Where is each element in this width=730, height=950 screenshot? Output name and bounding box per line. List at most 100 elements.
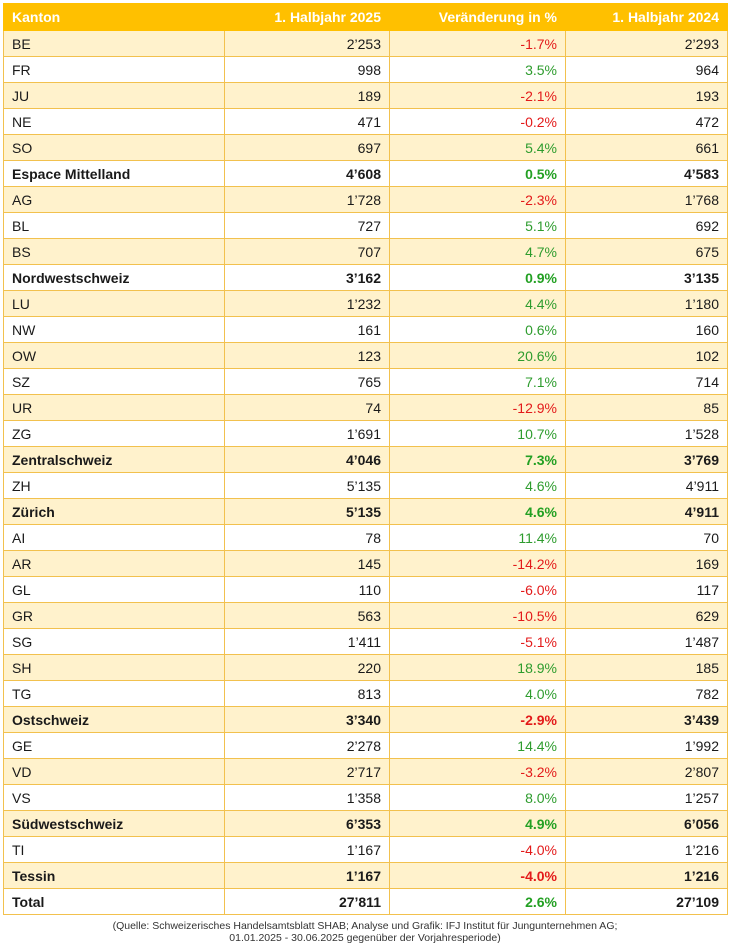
- header-kanton[interactable]: Kanton: [3, 3, 225, 31]
- cell-h1-2025: 1’691: [224, 420, 390, 447]
- cell-h1-2024: 1’528: [565, 420, 728, 447]
- cell-change-percent: 3.5%: [389, 56, 566, 83]
- cell-h1-2024: 3’769: [565, 446, 728, 473]
- cell-h1-2025: 74: [224, 394, 390, 421]
- cell-kanton: JU: [3, 82, 225, 109]
- header-change-percent[interactable]: Veränderung in %: [389, 3, 566, 31]
- cell-h1-2025: 2’717: [224, 758, 390, 785]
- cell-kanton: AG: [3, 186, 225, 213]
- cell-h1-2024: 1’180: [565, 290, 728, 317]
- cell-h1-2025: 123: [224, 342, 390, 369]
- cell-change-percent: 4.0%: [389, 680, 566, 707]
- cell-h1-2025: 1’411: [224, 628, 390, 655]
- cell-kanton: Espace Mittelland: [3, 160, 225, 187]
- cell-change-percent: -10.5%: [389, 602, 566, 629]
- cell-h1-2025: 1’728: [224, 186, 390, 213]
- table-row: AR 145 -14.2% 169: [3, 550, 728, 577]
- cell-change-percent: -14.2%: [389, 550, 566, 577]
- cell-change-percent: -5.1%: [389, 628, 566, 655]
- table-row-region: Zentralschweiz 4’046 7.3% 3’769: [3, 446, 728, 473]
- cell-change-percent: -6.0%: [389, 576, 566, 603]
- cell-h1-2025: 471: [224, 108, 390, 135]
- cell-kanton: VD: [3, 758, 225, 785]
- header-h1-2024[interactable]: 1. Halbjahr 2024: [565, 3, 728, 31]
- header-h1-2025[interactable]: 1. Halbjahr 2025: [224, 3, 390, 31]
- cell-h1-2024: 4’911: [565, 498, 728, 525]
- cell-change-percent: 7.3%: [389, 446, 566, 473]
- cell-h1-2025: 4’046: [224, 446, 390, 473]
- cell-change-percent: -3.2%: [389, 758, 566, 785]
- cell-kanton: Zentralschweiz: [3, 446, 225, 473]
- cell-kanton: FR: [3, 56, 225, 83]
- statistics-table-container: Kanton 1. Halbjahr 2025 Veränderung in %…: [3, 3, 728, 915]
- cell-change-percent: -2.1%: [389, 82, 566, 109]
- cell-h1-2024: 1’216: [565, 862, 728, 889]
- cell-h1-2024: 964: [565, 56, 728, 83]
- cell-change-percent: 18.9%: [389, 654, 566, 681]
- cell-kanton: BS: [3, 238, 225, 265]
- cell-h1-2024: 27’109: [565, 888, 728, 915]
- cell-change-percent: 4.6%: [389, 498, 566, 525]
- table-row: FR 998 3.5% 964: [3, 56, 728, 83]
- cell-h1-2025: 110: [224, 576, 390, 603]
- table-row: GL 110 -6.0% 117: [3, 576, 728, 603]
- canton-statistics-table: Kanton 1. Halbjahr 2025 Veränderung in %…: [3, 3, 728, 915]
- cell-kanton: TG: [3, 680, 225, 707]
- table-row-region: Ostschweiz 3’340 -2.9% 3’439: [3, 706, 728, 733]
- cell-h1-2024: 160: [565, 316, 728, 343]
- cell-h1-2024: 4’583: [565, 160, 728, 187]
- cell-h1-2025: 161: [224, 316, 390, 343]
- cell-h1-2025: 220: [224, 654, 390, 681]
- cell-h1-2024: 4’911: [565, 472, 728, 499]
- table-row: NW 161 0.6% 160: [3, 316, 728, 343]
- cell-kanton: NE: [3, 108, 225, 135]
- cell-kanton: Ostschweiz: [3, 706, 225, 733]
- cell-kanton: BL: [3, 212, 225, 239]
- cell-h1-2024: 193: [565, 82, 728, 109]
- table-row-region: Südwestschweiz 6’353 4.9% 6’056: [3, 810, 728, 837]
- table-row: ZH 5’135 4.6% 4’911: [3, 472, 728, 499]
- cell-kanton: Total: [3, 888, 225, 915]
- table-body: BE 2’253 -1.7% 2’293 FR 998 3.5% 964 JU 189 -2.1% 1…: [3, 30, 728, 915]
- cell-h1-2024: 675: [565, 238, 728, 265]
- cell-h1-2025: 4’608: [224, 160, 390, 187]
- table-row: ZG 1’691 10.7% 1’528: [3, 420, 728, 447]
- table-row-region: Zürich 5’135 4.6% 4’911: [3, 498, 728, 525]
- cell-h1-2024: 1’216: [565, 836, 728, 863]
- table-row: SO 697 5.4% 661: [3, 134, 728, 161]
- cell-change-percent: 11.4%: [389, 524, 566, 551]
- cell-h1-2024: 1’768: [565, 186, 728, 213]
- cell-h1-2024: 102: [565, 342, 728, 369]
- cell-h1-2024: 714: [565, 368, 728, 395]
- cell-change-percent: 10.7%: [389, 420, 566, 447]
- cell-change-percent: 4.4%: [389, 290, 566, 317]
- cell-change-percent: -12.9%: [389, 394, 566, 421]
- cell-kanton: Tessin: [3, 862, 225, 889]
- cell-kanton: GE: [3, 732, 225, 759]
- cell-h1-2024: 2’293: [565, 30, 728, 57]
- table-row: BS 707 4.7% 675: [3, 238, 728, 265]
- cell-change-percent: 5.1%: [389, 212, 566, 239]
- source-note: (Quelle: Schweizerisches Handelsamtsblat…: [0, 920, 730, 944]
- cell-kanton: Nordwestschweiz: [3, 264, 225, 291]
- cell-h1-2024: 2’807: [565, 758, 728, 785]
- table-row: BE 2’253 -1.7% 2’293: [3, 30, 728, 57]
- cell-h1-2025: 3’340: [224, 706, 390, 733]
- cell-h1-2024: 3’135: [565, 264, 728, 291]
- cell-h1-2025: 1’167: [224, 836, 390, 863]
- source-line-2: 01.01.2025 - 30.06.2025 gegenüber der Vo…: [229, 932, 501, 944]
- cell-h1-2025: 5’135: [224, 498, 390, 525]
- cell-h1-2024: 70: [565, 524, 728, 551]
- cell-h1-2025: 189: [224, 82, 390, 109]
- cell-kanton: ZH: [3, 472, 225, 499]
- table-row: TI 1’167 -4.0% 1’216: [3, 836, 728, 863]
- cell-change-percent: -4.0%: [389, 836, 566, 863]
- cell-change-percent: 4.9%: [389, 810, 566, 837]
- cell-h1-2025: 813: [224, 680, 390, 707]
- table-row: SH 220 18.9% 185: [3, 654, 728, 681]
- cell-kanton: SG: [3, 628, 225, 655]
- cell-h1-2025: 563: [224, 602, 390, 629]
- table-row: VS 1’358 8.0% 1’257: [3, 784, 728, 811]
- cell-h1-2025: 78: [224, 524, 390, 551]
- cell-kanton: SH: [3, 654, 225, 681]
